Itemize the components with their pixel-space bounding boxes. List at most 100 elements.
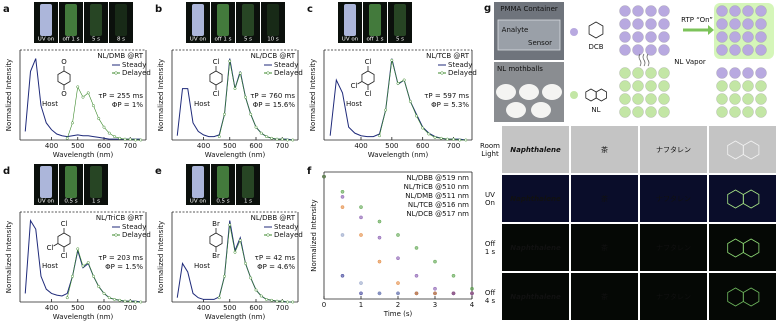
ring (595, 88, 607, 102)
ring (588, 21, 604, 39)
sample-photo (640, 126, 707, 173)
x-tick-label: 700 (124, 304, 137, 312)
inset-label: 10 s (267, 37, 279, 43)
lattice-site (729, 67, 741, 79)
substituent: Cl (213, 90, 220, 98)
inset-glow (267, 4, 279, 36)
legend-label: Delayed (122, 231, 151, 239)
row-label: Off (485, 289, 496, 297)
data-point (97, 285, 101, 289)
inset-label: UV on (190, 37, 207, 43)
inset-photo (261, 2, 285, 43)
lattice-site (645, 44, 657, 56)
data-point (118, 136, 122, 140)
data-point (275, 137, 279, 141)
panel-label: f (307, 166, 312, 177)
inset-label: UV on (342, 37, 359, 43)
lattice-site (632, 44, 644, 56)
inset-label: 1 s (92, 199, 100, 205)
y-axis-title: Normalized Intensity (5, 59, 13, 131)
data-point (113, 297, 116, 301)
row-label: Room (480, 142, 500, 150)
data-point (340, 233, 345, 237)
lattice-site (658, 93, 670, 105)
vapor-wave (646, 53, 650, 67)
data-point (384, 108, 388, 112)
lattice-site (645, 80, 657, 92)
data-point (415, 114, 418, 118)
lattice-site (619, 80, 631, 92)
sample-photo (709, 273, 776, 320)
lattice-site (632, 5, 644, 17)
sample-text: 茶 (601, 194, 608, 203)
x-axis-title: Wavelength (nm) (205, 151, 266, 159)
y-axis-title: Normalized Intensity (157, 221, 165, 293)
x-tick-label: 400 (354, 142, 367, 150)
data-point (233, 250, 237, 254)
sample-photo (502, 273, 569, 320)
data-point (118, 298, 122, 302)
legend-label: NL/TriCB @510 nm (404, 183, 470, 191)
data-point (81, 264, 85, 268)
sample-photo (502, 126, 569, 173)
legend-label: Delayed (448, 69, 477, 77)
data-point (228, 223, 232, 227)
sample-text: 茶 (601, 145, 608, 154)
x-axis-title: Wavelength (nm) (205, 313, 266, 321)
inset-glow (192, 4, 204, 36)
legend-marker (266, 233, 270, 237)
row-label: Light (481, 150, 499, 158)
data-point (97, 117, 101, 121)
legend-label: Steady (122, 223, 146, 231)
data-point (408, 99, 412, 103)
lattice-site (729, 5, 741, 17)
legend-label: Steady (274, 223, 298, 231)
lattice-site (645, 31, 657, 43)
photo-caption: PMMA Container (500, 5, 558, 13)
legend-label: Delayed (122, 69, 151, 77)
photo-caption: NL mothballs (497, 65, 543, 73)
data-point (275, 299, 279, 303)
x-axis-title: Wavelength (nm) (368, 151, 429, 159)
sample-text: 茶 (601, 292, 608, 301)
photo-caption: Sensor (528, 39, 552, 47)
substituent: Br (212, 252, 220, 260)
lattice-site (632, 31, 644, 43)
data-point (396, 233, 400, 237)
lattice-site (716, 18, 728, 30)
lattice-site (742, 31, 754, 43)
substituent: Br (212, 220, 220, 228)
data-point (223, 112, 226, 116)
data-point (217, 296, 221, 300)
x-tick-label: 700 (276, 142, 289, 150)
data-point (291, 138, 295, 142)
annotation-title: NL/DMB @RT (97, 52, 143, 60)
inset-photo (388, 2, 412, 43)
inset-glow (65, 4, 77, 36)
data-point (249, 112, 253, 116)
annotation-quantum-yield: ΦP = 15.6% (253, 101, 296, 109)
sample-photo (571, 175, 638, 222)
inset-photo (84, 164, 108, 205)
data-point (286, 138, 289, 142)
data-point (265, 135, 268, 139)
series-line (24, 58, 141, 140)
host-label: Host (346, 100, 362, 108)
ring (742, 287, 760, 307)
sample-photo (640, 273, 707, 320)
row-label: Off (485, 240, 496, 248)
data-point (228, 59, 232, 63)
data-point (102, 291, 106, 295)
data-point (134, 138, 137, 142)
annotation-quantum-yield: ΦP = 1% (112, 101, 144, 109)
data-point (359, 215, 363, 220)
inset-glow (192, 166, 204, 198)
data-point (359, 281, 363, 285)
sample-text: ナフタレン (656, 292, 691, 301)
inset-label: off 1 s (62, 37, 79, 43)
lattice-site (716, 106, 728, 118)
lattice-site (645, 67, 657, 79)
data-point (86, 261, 90, 265)
inset-label: 5 s (396, 37, 404, 43)
lattice-site (742, 67, 754, 79)
